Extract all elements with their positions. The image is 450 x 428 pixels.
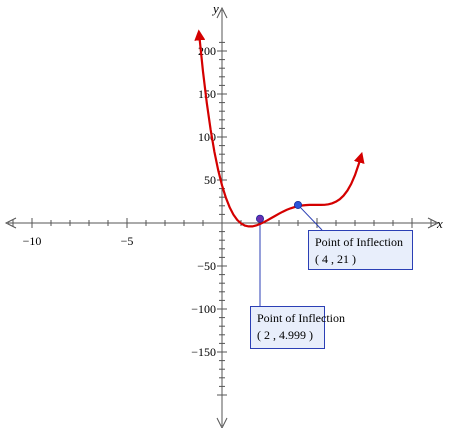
inflection-connector-2 bbox=[297, 204, 323, 231]
y-tick-label: −100 bbox=[191, 302, 216, 316]
y-axis-name: y bbox=[211, 1, 219, 16]
inflection-callout-1: Point of Inflection ( 2 , 4.999 ) bbox=[250, 306, 345, 349]
y-tick-label: 50 bbox=[204, 173, 216, 187]
y-axis-top-arrow bbox=[216, 6, 228, 19]
y-tick-label: −50 bbox=[197, 259, 216, 273]
x-axis-left-arrow bbox=[4, 217, 17, 229]
x-axis-name: x bbox=[436, 216, 443, 231]
inflection-point-2 bbox=[293, 200, 302, 209]
inflection-point-1 bbox=[255, 214, 264, 223]
inflection-callout-2-title: Point of Inflection bbox=[315, 235, 403, 249]
x-tick-label: −10 bbox=[23, 234, 42, 248]
inflection-callout-1-coords: ( 2 , 4.999 ) bbox=[257, 328, 313, 342]
inflection-callout-2-coords: ( 4 , 21 ) bbox=[315, 252, 356, 266]
y-axis-bottom-arrow bbox=[216, 417, 228, 428]
function-curve bbox=[194, 29, 365, 228]
inflection-callout-2: Point of Inflection ( 4 , 21 ) bbox=[308, 230, 413, 270]
y-tick-label: −150 bbox=[191, 345, 216, 359]
x-axis-right-arrow bbox=[427, 217, 440, 229]
inflection-callout-1-title: Point of Inflection bbox=[257, 311, 345, 325]
x-tick-label: −5 bbox=[121, 234, 134, 248]
